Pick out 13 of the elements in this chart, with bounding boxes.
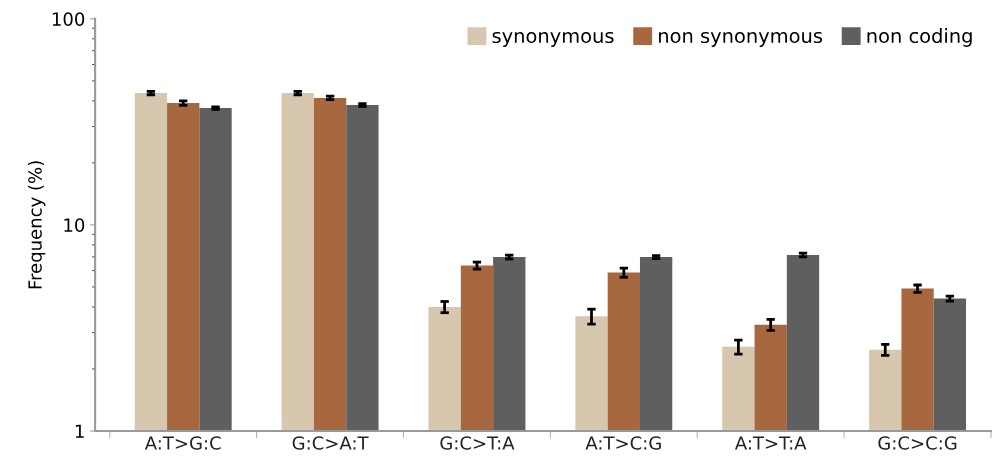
x-tick-label: G:C>T:A — [440, 436, 515, 450]
x-tick-label: G:C>A:T — [292, 436, 369, 450]
x-tick-label: A:T>T:A — [734, 436, 807, 450]
legend-label: non coding — [867, 28, 972, 47]
y-axis-title: Frequency (%) — [27, 161, 46, 289]
y-tick-label: 10 — [64, 218, 85, 233]
y-tick-label: 1 — [75, 424, 84, 438]
x-tick-label: A:T>C:G — [585, 436, 661, 450]
x-tick-label: G:C>C:G — [878, 436, 957, 450]
y-tick-label: 100 — [52, 12, 85, 26]
legend-label: synonymous — [492, 31, 614, 47]
legend-label: non synonymous — [659, 31, 823, 47]
x-tick-label: A:T>G:C — [144, 436, 221, 450]
